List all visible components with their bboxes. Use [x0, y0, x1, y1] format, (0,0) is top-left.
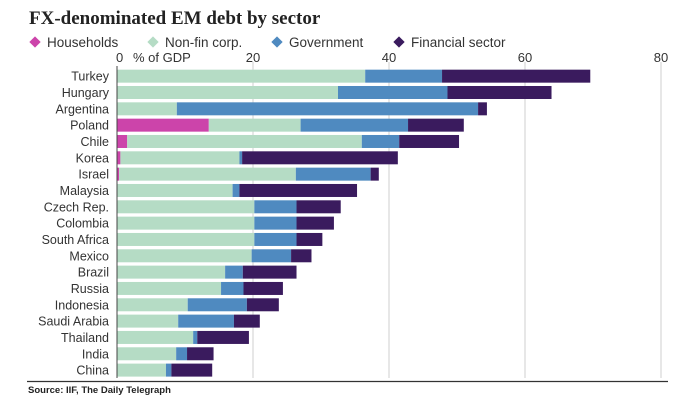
- category-label: Turkey: [71, 70, 109, 84]
- x-tick-label: 40: [382, 50, 396, 65]
- bar-segment-government: [176, 347, 188, 361]
- bar-segment-government: [251, 249, 292, 263]
- bar-segment-government: [178, 314, 234, 328]
- x-axis-unit-label: % of GDP: [133, 50, 191, 65]
- bar-segment-non-fin-corp: [120, 151, 240, 165]
- bar-segment-government: [365, 69, 443, 83]
- bar-segment-financial-sector: [478, 102, 487, 116]
- x-tick-label: 60: [518, 50, 532, 65]
- bar-segment-government: [187, 298, 247, 312]
- category-label: Hungary: [62, 86, 110, 100]
- bar-segment-government: [300, 118, 409, 132]
- bar-segment-financial-sector: [408, 118, 464, 132]
- bar-segment-financial-sector: [296, 200, 341, 214]
- category-label: Saudi Arabia: [38, 315, 109, 329]
- bar-segment-government: [239, 151, 243, 165]
- bar-segment-households: [117, 151, 121, 165]
- bar-segment-government: [232, 183, 240, 197]
- category-label: South Africa: [42, 233, 109, 247]
- bar-segment-non-fin-corp: [117, 216, 255, 230]
- category-label: Malaysia: [60, 184, 109, 198]
- legend-label-non-fin-corp: Non-fin corp.: [165, 34, 243, 50]
- legend-item-non-fin-corp: Non-fin corp.: [147, 34, 242, 50]
- bar-segment-financial-sector: [296, 216, 334, 230]
- bar-segment-government: [338, 85, 448, 99]
- bar-segment-non-fin-corp: [119, 167, 296, 181]
- bar-segment-government: [254, 232, 297, 246]
- category-label: Colombia: [56, 217, 109, 231]
- chart-title: FX-denominated EM debt by sector: [29, 8, 321, 29]
- category-label: Korea: [76, 151, 109, 165]
- bar-segment-households: [117, 118, 209, 132]
- bar-segment-non-fin-corp: [117, 314, 179, 328]
- bar-segment-financial-sector: [239, 183, 358, 197]
- category-label: Poland: [70, 119, 109, 133]
- category-label: Mexico: [69, 249, 109, 263]
- legend-item-government: Government: [271, 34, 363, 50]
- legend-item-financial-sector: Financial sector: [393, 34, 506, 50]
- bar-segment-financial-sector: [246, 298, 279, 312]
- bar-segment-government: [254, 216, 297, 230]
- bar-segment-financial-sector: [291, 249, 312, 263]
- bar-segment-financial-sector: [399, 134, 460, 148]
- bar-segment-government: [361, 134, 400, 148]
- category-label: Israel: [78, 168, 109, 182]
- bar-segment-non-fin-corp: [117, 265, 226, 279]
- category-label: Thailand: [61, 331, 109, 345]
- bar-segment-government: [165, 363, 172, 377]
- bar-segment-financial-sector: [187, 347, 214, 361]
- bar-segment-non-fin-corp: [117, 183, 233, 197]
- bar-segment-non-fin-corp: [117, 200, 255, 214]
- bar-segment-non-fin-corp: [117, 363, 166, 377]
- legend-label-financial-sector: Financial sector: [411, 34, 506, 50]
- bar-segment-government: [221, 281, 244, 295]
- x-tick-label: 0: [116, 50, 123, 65]
- bar-segment-non-fin-corp: [117, 85, 338, 99]
- bar-segment-non-fin-corp: [127, 134, 362, 148]
- category-label: Chile: [81, 135, 110, 149]
- x-tick-label: 80: [654, 50, 668, 65]
- bar-segment-financial-sector: [442, 69, 591, 83]
- bar-segment-non-fin-corp: [117, 298, 188, 312]
- bar-segment-non-fin-corp: [117, 249, 252, 263]
- category-label: Russia: [71, 282, 109, 296]
- category-label: Indonesia: [55, 298, 109, 312]
- bar-segment-non-fin-corp: [117, 69, 366, 83]
- bar-segment-financial-sector: [243, 281, 283, 295]
- category-label: India: [82, 347, 109, 361]
- bar-segment-government: [193, 330, 198, 344]
- bar-segment-financial-sector: [242, 265, 297, 279]
- category-label: China: [76, 364, 109, 378]
- bar-segment-government: [254, 200, 297, 214]
- category-label: Argentina: [55, 102, 109, 116]
- bar-segment-financial-sector: [242, 151, 398, 165]
- bar-segment-financial-sector: [447, 85, 552, 99]
- legend-label-households: Households: [47, 34, 119, 50]
- x-tick-label: 20: [246, 50, 260, 65]
- bar-segment-financial-sector: [370, 167, 379, 181]
- bar-segment-non-fin-corp: [208, 118, 301, 132]
- legend-item-households: Households: [29, 34, 118, 50]
- bar-segment-government: [295, 167, 371, 181]
- bar-segment-financial-sector: [233, 314, 260, 328]
- source-note: Source: IIF, The Daily Telegraph: [28, 385, 171, 396]
- bar-segment-financial-sector: [171, 363, 213, 377]
- legend-label-government: Government: [289, 34, 364, 50]
- bar-segment-non-fin-corp: [117, 232, 255, 246]
- bar-segment-non-fin-corp: [117, 281, 222, 295]
- bar-segment-government: [225, 265, 243, 279]
- category-label: Czech Rep.: [44, 200, 109, 214]
- bar-segment-government: [176, 102, 479, 116]
- bar-segment-non-fin-corp: [117, 347, 177, 361]
- category-label: Brazil: [78, 266, 109, 280]
- bar-segment-households: [117, 167, 120, 181]
- bar-segment-financial-sector: [296, 232, 323, 246]
- bar-segment-non-fin-corp: [117, 330, 194, 344]
- bar-segment-financial-sector: [197, 330, 249, 344]
- bar-segment-non-fin-corp: [117, 102, 177, 116]
- bar-segment-households: [117, 134, 128, 148]
